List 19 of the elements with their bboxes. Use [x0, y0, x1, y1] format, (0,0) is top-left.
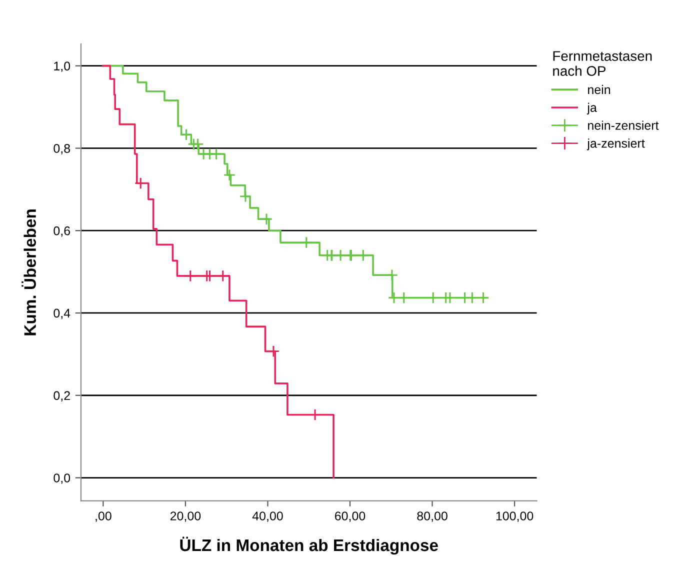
x-tick-label: 40,00: [252, 512, 283, 522]
y-tick-label: 0,0: [54, 474, 70, 484]
x-tick-label: ,00: [96, 512, 112, 522]
y-tick-label: 0,6: [54, 226, 70, 237]
y-axis-title: Kum. Überleben: [22, 210, 36, 336]
legend-label: nein: [588, 84, 610, 94]
legend-label: nein-zensiert: [588, 120, 659, 130]
legend-label: ja-zensiert: [586, 138, 645, 150]
x-tick-label: 20,00: [170, 512, 201, 522]
x-axis-title: ÜLZ in Monaten ab Erstdiagnose: [180, 536, 438, 555]
legend-title: Fernmetastasen nach OP: [553, 51, 652, 76]
y-tick-label: 1,0: [54, 62, 70, 72]
y-tick-label: 0,2: [54, 391, 70, 402]
x-tick-label: 60,00: [335, 512, 366, 522]
y-tick-label: 0,4: [54, 308, 70, 320]
legend-label: ja: [586, 102, 597, 114]
x-tick-label: 80,00: [417, 512, 448, 522]
x-tick-label: 100,00: [496, 512, 534, 522]
y-tick-label: 0,8: [54, 144, 70, 154]
